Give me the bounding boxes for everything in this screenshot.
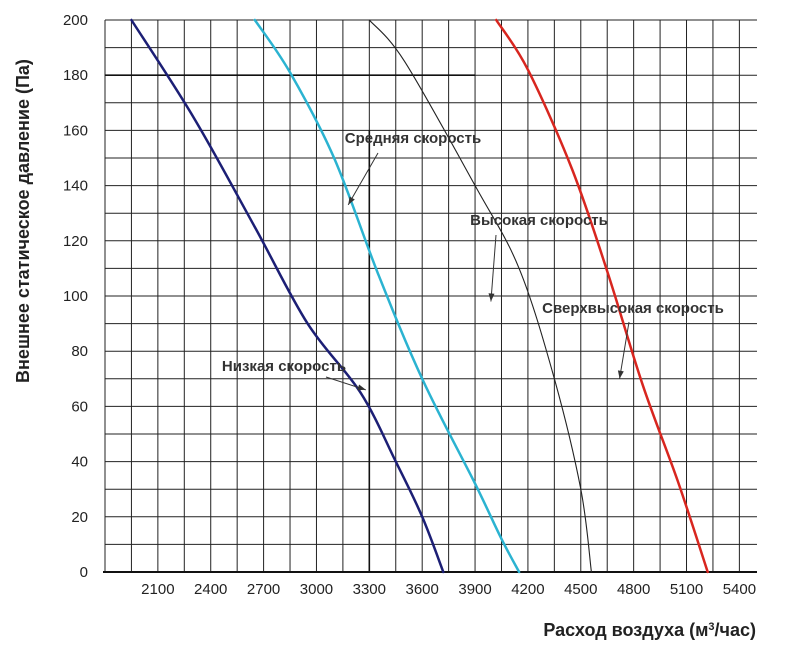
annotation-high-speed-arrowhead (488, 293, 495, 302)
y-tick-label: 100 (63, 288, 88, 305)
y-tick-label: 200 (63, 12, 88, 29)
y-tick-label: 20 (71, 509, 88, 526)
annotation-high-speed-leader (490, 234, 497, 302)
series-line-ultra-high (494, 18, 709, 574)
x-tick-label: 3300 (353, 581, 386, 598)
x-tick-label: 3000 (300, 581, 333, 598)
y-tick-label: 80 (71, 343, 88, 360)
annotation-ultra-high-speed-arrowhead (617, 370, 624, 379)
annotation-medium-speed-leader (347, 152, 379, 206)
x-axis-title: Расход воздуха (м3/час) (543, 620, 756, 640)
y-tick-label: 40 (71, 454, 88, 471)
series-line-medium (253, 18, 521, 574)
y-tick-label: 60 (71, 398, 88, 415)
annotation-low-speed-arrowhead (357, 384, 366, 391)
x-tick-label: 2100 (141, 581, 174, 598)
x-tick-label: 4500 (564, 581, 597, 598)
annotation-medium-speed-arrowhead (348, 196, 355, 205)
x-tick-label: 3900 (458, 581, 491, 598)
x-tick-label: 5400 (723, 581, 756, 598)
x-tick-label: 4800 (617, 581, 650, 598)
annotation-ultra-high-speed: Сверхвысокая скорость (542, 300, 724, 317)
x-tick-label: 3600 (406, 581, 439, 598)
x-tick-label: 2400 (194, 581, 227, 598)
y-tick-label: 0 (80, 564, 88, 581)
y-tick-label: 180 (63, 67, 88, 84)
x-tick-label: 4200 (511, 581, 544, 598)
y-tick-label: 140 (63, 178, 88, 195)
x-tick-label: 2700 (247, 581, 280, 598)
series-line-low (130, 18, 445, 574)
series-line-high (368, 19, 592, 573)
y-axis-title: Внешнее статическое давление (Па) (13, 59, 33, 383)
annotation-high-speed: Высокая скорость (470, 212, 608, 229)
annotation-ultra-high-speed-leader (619, 321, 630, 379)
annotation-medium-speed: Средняя скорость (345, 130, 481, 147)
y-tick-label: 120 (63, 233, 88, 250)
y-tick-label: 160 (63, 122, 88, 139)
x-tick-label: 5100 (670, 581, 703, 598)
annotation-low-speed: Низкая скорость (222, 358, 346, 375)
